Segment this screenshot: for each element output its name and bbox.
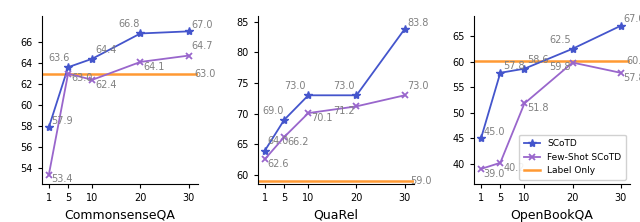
Text: 57.8: 57.8 bbox=[623, 73, 640, 83]
Text: 60.2: 60.2 bbox=[627, 56, 640, 65]
Text: 66.8: 66.8 bbox=[118, 19, 140, 29]
Text: 62.4: 62.4 bbox=[95, 79, 116, 90]
Text: 63.0: 63.0 bbox=[194, 69, 216, 79]
Text: 73.0: 73.0 bbox=[333, 81, 355, 91]
Text: 51.8: 51.8 bbox=[527, 103, 548, 113]
X-axis label: OpenBookQA: OpenBookQA bbox=[511, 209, 593, 222]
Text: 66.2: 66.2 bbox=[287, 137, 308, 147]
Text: 71.2: 71.2 bbox=[333, 106, 355, 116]
Text: 62.5: 62.5 bbox=[549, 35, 571, 45]
Text: 57.9: 57.9 bbox=[52, 116, 73, 126]
X-axis label: QuaRel: QuaRel bbox=[314, 209, 358, 222]
Text: 64.1: 64.1 bbox=[143, 62, 164, 72]
Text: 57.8: 57.8 bbox=[503, 61, 525, 71]
Text: 45.0: 45.0 bbox=[484, 127, 506, 137]
Text: 64.0: 64.0 bbox=[268, 136, 289, 146]
Text: 62.6: 62.6 bbox=[268, 159, 289, 169]
Text: 67.0: 67.0 bbox=[623, 14, 640, 24]
X-axis label: CommonsenseQA: CommonsenseQA bbox=[65, 209, 175, 222]
Text: 63.6: 63.6 bbox=[49, 53, 70, 63]
Text: 83.8: 83.8 bbox=[408, 18, 429, 28]
Text: 73.0: 73.0 bbox=[408, 81, 429, 91]
Text: 58.6: 58.6 bbox=[527, 55, 548, 65]
Text: 53.4: 53.4 bbox=[52, 174, 73, 184]
Text: 69.0: 69.0 bbox=[262, 106, 284, 116]
Text: 63.0: 63.0 bbox=[71, 73, 92, 83]
Text: 64.4: 64.4 bbox=[95, 45, 116, 55]
Text: 59.0: 59.0 bbox=[410, 176, 432, 186]
Text: 64.7: 64.7 bbox=[191, 42, 213, 52]
Text: 73.0: 73.0 bbox=[285, 81, 306, 91]
Text: 39.0: 39.0 bbox=[484, 169, 505, 179]
Text: 59.8: 59.8 bbox=[549, 62, 570, 72]
Text: 67.0: 67.0 bbox=[191, 20, 213, 30]
Text: 40.2: 40.2 bbox=[503, 163, 525, 172]
Text: 70.1: 70.1 bbox=[311, 113, 333, 123]
Legend: SCoTD, Few-Shot SCoTD, Label Only: SCoTD, Few-Shot SCoTD, Label Only bbox=[519, 135, 626, 180]
